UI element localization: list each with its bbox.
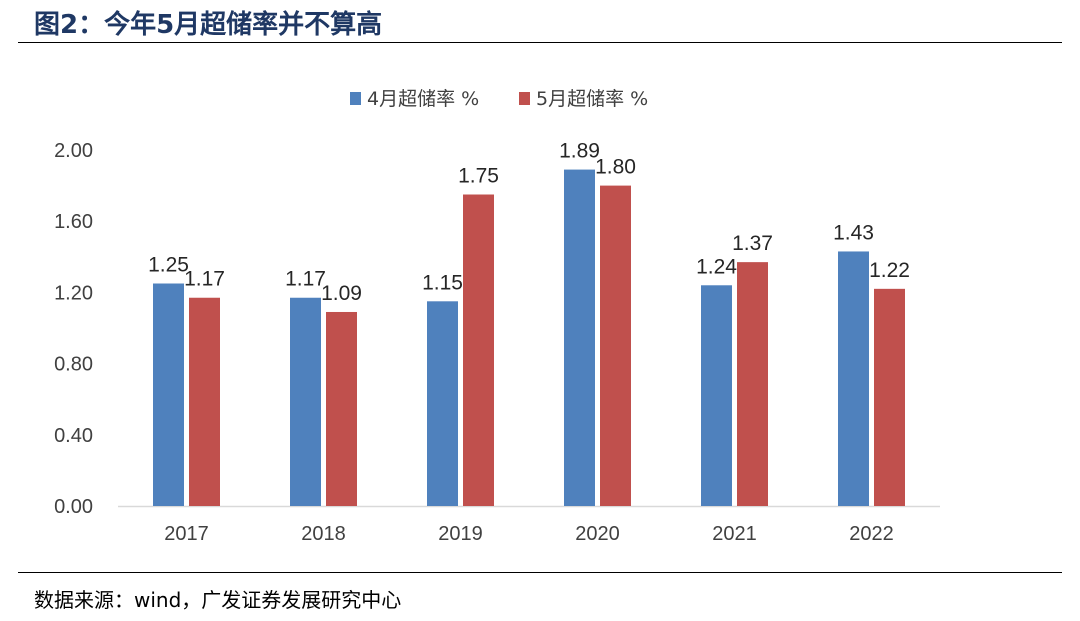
source-note: 数据来源：wind，广发证券发展研究中心 bbox=[34, 588, 402, 612]
data-label-series2-2020: 1.80 bbox=[595, 156, 636, 179]
title-divider bbox=[18, 42, 1062, 43]
bar-series2-2020 bbox=[600, 185, 631, 506]
data-label-series2-2021: 1.37 bbox=[732, 232, 773, 255]
legend-swatch bbox=[519, 92, 530, 105]
data-label-series2-2022: 1.22 bbox=[869, 259, 910, 282]
x-tick-label: 2020 bbox=[575, 523, 620, 545]
data-labels: 1.251.17 1.151.891.241.431.171.091.75 1.80… bbox=[148, 140, 910, 305]
bar-series1-2021 bbox=[701, 285, 732, 506]
y-tick-label: 0.00 bbox=[54, 496, 93, 518]
bar-series2-2018 bbox=[326, 311, 357, 506]
x-tick-label: 2022 bbox=[849, 523, 894, 545]
y-tick-label: 1.20 bbox=[54, 282, 93, 304]
data-label-series1-2019: 1.15 bbox=[422, 271, 463, 294]
data-label-series2-2019: 1.75 bbox=[458, 165, 499, 188]
bar-series2-2022 bbox=[874, 288, 905, 506]
y-tick-label: 0.80 bbox=[54, 354, 93, 376]
bar-series1-2018 bbox=[290, 297, 321, 506]
bar-series2-2021 bbox=[737, 262, 768, 506]
legend: 4月超储率 % 5月超储率 % bbox=[350, 88, 648, 110]
data-label-series1-2018: 1.17 bbox=[285, 268, 326, 291]
y-tick-label: 1.60 bbox=[54, 211, 93, 233]
source-divider bbox=[18, 572, 1062, 573]
x-tick-label: 2018 bbox=[301, 523, 346, 545]
y-axis: 0.00 0.40 0.80 1.20 1.60 2.00 bbox=[54, 140, 93, 518]
bar-series2-2017 bbox=[189, 297, 220, 506]
data-label-series2-2017: 1.17 bbox=[184, 268, 225, 291]
data-label-series2-2018: 1.09 bbox=[321, 282, 362, 305]
bar-series2-2019 bbox=[463, 194, 494, 506]
data-label-series1-2017: 1.25 bbox=[148, 254, 189, 277]
bars bbox=[153, 169, 905, 506]
bar-series1-2022 bbox=[838, 251, 869, 506]
x-tick-label: 2017 bbox=[164, 523, 209, 545]
bar-series1-2019 bbox=[427, 301, 458, 506]
x-tick-label: 2019 bbox=[438, 523, 483, 545]
bar-series1-2017 bbox=[153, 283, 184, 506]
bar-series1-2020 bbox=[564, 169, 595, 506]
y-tick-label: 0.40 bbox=[54, 425, 93, 447]
data-label-series1-2021: 1.24 bbox=[696, 255, 737, 278]
x-axis: 2017 2018 2019 2020 2021 2022 bbox=[118, 505, 940, 545]
data-label-series1-2022: 1.43 bbox=[833, 221, 874, 244]
legend-swatch bbox=[350, 92, 361, 105]
figure-title: 图2：今年5月超储率并不算高 bbox=[34, 10, 383, 40]
x-tick-label: 2021 bbox=[712, 523, 757, 545]
legend-label: 4月超储率 % bbox=[367, 88, 479, 110]
legend-label: 5月超储率 % bbox=[536, 88, 648, 110]
data-label-series1-2020: 1.89 bbox=[559, 140, 600, 163]
y-tick-label: 2.00 bbox=[54, 140, 93, 162]
